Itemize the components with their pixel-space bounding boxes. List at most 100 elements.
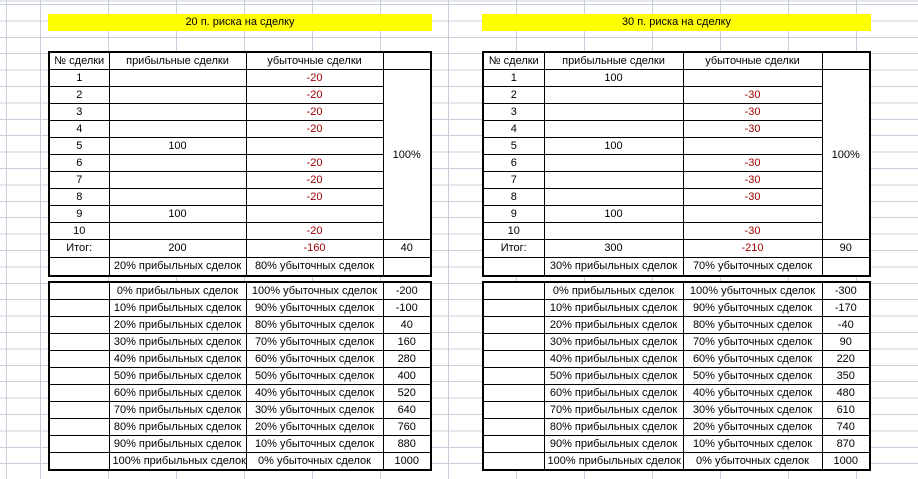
list-item: 40% прибыльных сделок 60% убыточных сдел… <box>48 350 432 368</box>
cell-trade-no: 3 <box>482 103 545 121</box>
cell-loss: -20 <box>245 188 384 206</box>
cell-profit: 100 <box>543 69 684 87</box>
cell-total-net: 40 <box>382 239 432 258</box>
cell-scenario-profit: 0% прибыльных сделок <box>543 281 684 300</box>
banner-risk-20: 20 п. риска на сделку <box>48 14 432 31</box>
cell-scenario-profit: 90% прибыльных сделок <box>543 435 684 453</box>
cell-loss: -30 <box>682 103 823 121</box>
cell-scenario-profit: 50% прибыльных сделок <box>543 367 684 385</box>
header-loss: убыточные сделки <box>682 51 823 70</box>
table-row: 9 100 <box>48 205 431 223</box>
cell-merged-percent: 100% <box>821 69 871 240</box>
table-row: 1 -20 100% <box>48 69 432 240</box>
cell-profit <box>108 171 247 189</box>
cell-total-profit: 300 <box>543 239 684 258</box>
cell-scenario-loss: 70% убыточных сделок <box>245 333 384 351</box>
cell-scenario-profit: 70% прибыльных сделок <box>108 401 247 419</box>
trades-table-risk-20: № сделки прибыльные сделки убыточные сде… <box>48 51 432 277</box>
cell-scenario-result: 40 <box>382 316 432 334</box>
table-row: 6 -30 <box>482 154 870 172</box>
cell-scenario-loss: 0% убыточных сделок <box>682 452 823 471</box>
cell-ratio-empty <box>382 257 432 277</box>
cell-scenario-profit: 80% прибыльных сделок <box>108 418 247 436</box>
cell-ratio-profit: 30% прибыльных сделок <box>543 257 684 277</box>
cell-loss <box>682 205 823 223</box>
cell-scenario-profit: 80% прибыльных сделок <box>543 418 684 436</box>
cell-scenario-spacer <box>482 401 545 419</box>
cell-ratio-spacer <box>48 257 110 277</box>
cell-scenario-result: 480 <box>821 384 871 402</box>
cell-scenario-loss: 60% убыточных сделок <box>245 350 384 368</box>
header-total <box>821 51 871 70</box>
cell-scenario-result: 870 <box>821 435 871 453</box>
header-total <box>382 51 432 70</box>
cell-scenario-spacer <box>48 281 110 300</box>
cell-ratio-profit: 20% прибыльных сделок <box>108 257 247 277</box>
cell-scenario-profit: 70% прибыльных сделок <box>543 401 684 419</box>
cell-scenario-spacer <box>48 401 110 419</box>
cell-scenario-loss: 20% убыточных сделок <box>682 418 823 436</box>
cell-trade-no: 2 <box>482 86 545 104</box>
ratio-row: 30% прибыльных сделок 70% убыточных сдел… <box>482 257 871 277</box>
cell-profit <box>543 171 684 189</box>
cell-loss: -30 <box>682 154 823 172</box>
cell-profit <box>543 154 684 172</box>
list-item: 100% прибыльных сделок 0% убыточных сдел… <box>48 452 432 471</box>
trades-table-risk-30: № сделки прибыльные сделки убыточные сде… <box>482 51 871 277</box>
cell-loss <box>682 69 823 87</box>
cell-scenario-spacer <box>482 452 545 471</box>
cell-scenario-spacer <box>482 333 545 351</box>
cell-scenario-profit: 20% прибыльных сделок <box>543 316 684 334</box>
list-item: 70% прибыльных сделок 30% убыточных сдел… <box>482 401 871 419</box>
cell-scenario-loss: 90% убыточных сделок <box>245 299 384 317</box>
table-row: 3 -20 <box>48 103 431 121</box>
list-item: 20% прибыльных сделок 80% убыточных сдел… <box>482 316 871 334</box>
cell-scenario-loss: 10% убыточных сделок <box>682 435 823 453</box>
cell-ratio-loss: 80% убыточных сделок <box>245 257 384 277</box>
cell-scenario-loss: 80% убыточных сделок <box>245 316 384 334</box>
table-row: 1 100 100% <box>482 69 871 240</box>
cell-scenario-profit: 60% прибыльных сделок <box>543 384 684 402</box>
cell-loss: -20 <box>245 154 384 172</box>
cell-scenario-loss: 80% убыточных сделок <box>682 316 823 334</box>
cell-total-label: Итог: <box>482 239 545 258</box>
cell-scenario-spacer <box>482 418 545 436</box>
cell-profit <box>108 86 247 104</box>
list-item: 10% прибыльных сделок 90% убыточных сдел… <box>48 299 432 317</box>
cell-scenario-result: 880 <box>382 435 432 453</box>
cell-scenario-profit: 40% прибыльных сделок <box>108 350 247 368</box>
cell-profit <box>543 103 684 121</box>
cell-scenario-loss: 50% убыточных сделок <box>682 367 823 385</box>
table-row: 6 -20 <box>48 154 431 172</box>
header-profit: прибыльные сделки <box>543 51 684 70</box>
cell-profit <box>108 103 247 121</box>
cell-scenario-profit: 0% прибыльных сделок <box>108 281 247 300</box>
cell-loss <box>245 137 384 155</box>
header-loss: убыточные сделки <box>245 51 384 70</box>
table-row: 9 100 <box>482 205 870 223</box>
cell-scenario-profit: 10% прибыльных сделок <box>543 299 684 317</box>
cell-loss: -20 <box>245 69 384 87</box>
cell-scenario-loss: 30% убыточных сделок <box>682 401 823 419</box>
cell-ratio-loss: 70% убыточных сделок <box>682 257 823 277</box>
cell-scenario-result: -300 <box>821 281 871 300</box>
cell-trade-no: 5 <box>482 137 545 155</box>
cell-scenario-profit: 60% прибыльных сделок <box>108 384 247 402</box>
cell-scenario-result: -200 <box>382 281 432 300</box>
cell-scenario-profit: 90% прибыльных сделок <box>108 435 247 453</box>
table-row: 5 100 <box>482 137 870 155</box>
cell-profit <box>108 69 247 87</box>
cell-profit <box>543 86 684 104</box>
cell-profit <box>108 154 247 172</box>
list-item: 30% прибыльных сделок 70% убыточных сдел… <box>482 333 871 351</box>
cell-scenario-profit: 10% прибыльных сделок <box>108 299 247 317</box>
cell-trade-no: 9 <box>482 205 545 223</box>
cell-scenario-result: 610 <box>821 401 871 419</box>
list-item: 10% прибыльных сделок 90% убыточных сдел… <box>482 299 871 317</box>
cell-scenario-spacer <box>482 435 545 453</box>
cell-trade-no: 1 <box>48 69 110 87</box>
cell-scenario-spacer <box>482 281 545 300</box>
table-header-row: № сделки прибыльные сделки убыточные сде… <box>482 51 871 70</box>
cell-loss: -30 <box>682 120 823 138</box>
cell-scenario-profit: 50% прибыльных сделок <box>108 367 247 385</box>
